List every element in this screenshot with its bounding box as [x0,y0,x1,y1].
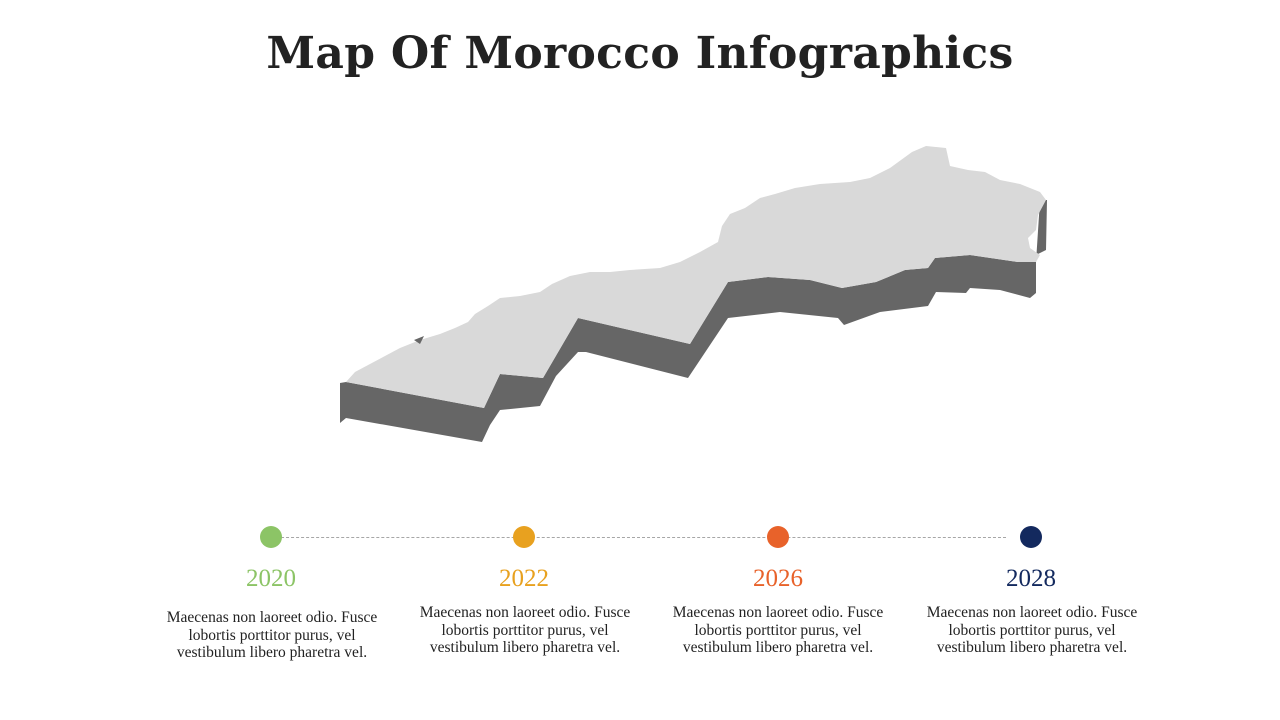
page-title: Map Of Morocco Infographics [266,28,1014,79]
timeline-desc-2028: Maecenas non laoreet odio. Fusce loborti… [926,604,1138,656]
map-surface [346,146,1046,408]
timeline-year-2020: 2020 [246,565,296,592]
timeline-desc-2022: Maecenas non laoreet odio. Fusce loborti… [419,604,631,656]
map-coast-notch [414,336,424,344]
map-extrusion [340,200,1047,442]
timeline-dot-2020 [260,526,282,548]
timeline-dot-2022 [513,526,535,548]
timeline-year-2026: 2026 [753,565,803,592]
timeline-year-2028: 2028 [1006,565,1056,592]
timeline-year-2022: 2022 [499,565,549,592]
timeline-dot-2026 [767,526,789,548]
timeline-dashed-line [271,537,1006,538]
timeline-desc-2020: Maecenas non laoreet odio. Fusce loborti… [166,609,378,661]
timeline-dot-2028 [1020,526,1042,548]
timeline-desc-2026: Maecenas non laoreet odio. Fusce loborti… [672,604,884,656]
